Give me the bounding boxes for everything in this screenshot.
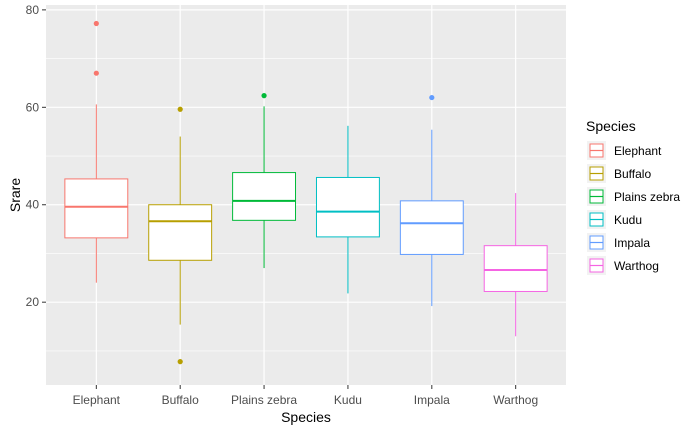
iqr-box: [399, 200, 464, 255]
legend-item: Kudu: [587, 210, 642, 229]
box-buffalo: [148, 106, 213, 365]
legend-item: Buffalo: [587, 164, 651, 183]
y-tick-label: 20: [26, 295, 40, 309]
outlier-point: [261, 93, 267, 99]
legend-label: Buffalo: [614, 167, 651, 181]
y-axis-title: Srare: [7, 178, 23, 212]
legend-item: Impala: [587, 233, 650, 252]
y-tick-label: 40: [26, 198, 40, 212]
x-tick-label: Elephant: [73, 393, 121, 407]
legend-label: Plains zebra: [614, 190, 680, 204]
x-tick-label: Warthog: [493, 393, 538, 407]
outlier-point: [93, 70, 99, 76]
box-impala: [399, 94, 464, 307]
legend-label: Warthog: [614, 259, 659, 273]
iqr-box: [232, 172, 297, 221]
y-axis: 20 40 60 80: [26, 3, 46, 309]
x-axis: Elephant Buffalo Plains zebra Kudu Impala War…: [73, 385, 538, 407]
outlier-point: [429, 94, 435, 101]
x-tick-label: Impala: [414, 393, 450, 407]
legend-item: Warthog: [587, 256, 659, 275]
minor-gridlines: [46, 58, 566, 352]
iqr-box: [483, 245, 548, 292]
legend-label: Elephant: [614, 144, 662, 158]
box-kudu: [315, 125, 380, 294]
box-warthog: [483, 193, 548, 337]
legend-item: Plains zebra: [587, 187, 680, 206]
iqr-box: [64, 178, 129, 239]
y-tick-label: 80: [26, 3, 40, 17]
x-tick-label: Buffalo: [162, 393, 199, 407]
legend-item: Elephant: [587, 141, 662, 160]
outlier-point: [177, 359, 183, 365]
x-tick-label: Kudu: [334, 393, 362, 407]
iqr-box: [315, 176, 380, 238]
outlier-point: [177, 106, 183, 112]
y-tick-label: 60: [26, 100, 40, 114]
plot-panel: [46, 5, 566, 385]
outlier-point: [93, 20, 99, 27]
legend-title: Species: [586, 118, 636, 134]
legend-label: Impala: [614, 236, 650, 250]
box-plains-zebra: [232, 93, 297, 269]
legend: Species Elephant Buffalo Plains zebra Kudu I…: [586, 118, 680, 275]
legend-label: Kudu: [614, 213, 642, 227]
x-axis-title: Species: [281, 409, 331, 425]
boxes: [64, 20, 548, 365]
box-elephant: [64, 20, 129, 283]
legend-items: Elephant Buffalo Plains zebra Kudu Impala War…: [587, 141, 680, 275]
x-tick-label: Plains zebra: [231, 393, 297, 407]
iqr-box: [148, 204, 213, 261]
